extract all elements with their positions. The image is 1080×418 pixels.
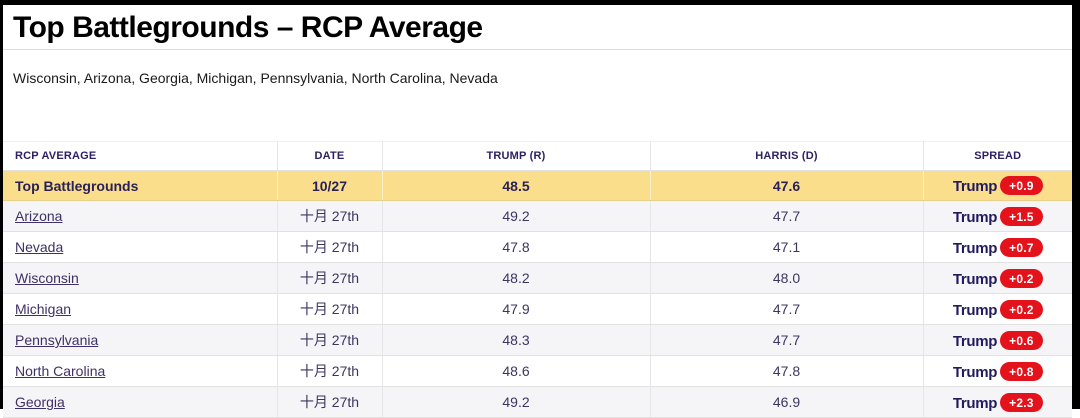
state-link[interactable]: Michigan xyxy=(15,301,72,317)
header-date: Date xyxy=(277,141,383,171)
spread-cell: Trump +0.2 xyxy=(923,262,1072,294)
date-cell: 十月 27th xyxy=(277,231,383,263)
spread-badge: +1.5 xyxy=(1000,206,1043,226)
harris-cell: 47.8 xyxy=(650,355,924,387)
spread-candidate: Trump xyxy=(952,332,998,350)
spread-candidate: Trump xyxy=(952,394,998,412)
spread-candidate: Trump xyxy=(952,178,998,195)
table-row: Pennsylvania 十月 27th 48.3 47.7 Trump +0.6 xyxy=(3,324,1072,356)
state-cell: Nevada xyxy=(3,231,278,263)
harris-cell: 46.9 xyxy=(650,386,924,418)
date-cell: 十月 27th xyxy=(277,262,383,294)
spread-cell: Trump +0.7 xyxy=(923,231,1072,263)
spread-candidate: Trump xyxy=(952,363,998,381)
spread-badge: +0.2 xyxy=(1000,268,1043,288)
state-cell: Arizona xyxy=(3,200,278,232)
date-cell: 十月 27th xyxy=(277,386,383,418)
spread-badge: +0.9 xyxy=(1000,176,1043,195)
harris-cell: 47.7 xyxy=(650,200,924,232)
harris-cell: 47.1 xyxy=(650,231,924,263)
spread-candidate: Trump xyxy=(952,270,998,288)
harris-cell: 47.7 xyxy=(650,324,924,356)
date-cell: 十月 27th xyxy=(277,293,383,325)
page-title: Top Battlegrounds – RCP Average xyxy=(13,11,483,44)
spread-cell: Trump +2.3 xyxy=(923,386,1072,418)
header-rcp-average: RCP Average xyxy=(3,141,278,171)
summary-harris-cell: 47.6 xyxy=(650,170,924,201)
harris-cell: 48.0 xyxy=(650,262,924,294)
state-cell: North Carolina xyxy=(3,355,278,387)
state-link[interactable]: Nevada xyxy=(15,239,64,255)
spread-candidate: Trump xyxy=(952,239,998,257)
trump-cell: 47.9 xyxy=(382,293,651,325)
spread-candidate: Trump xyxy=(952,208,998,226)
spread-badge: +0.7 xyxy=(1000,237,1043,257)
state-cell: Pennsylvania xyxy=(3,324,278,356)
state-cell: Wisconsin xyxy=(3,262,278,294)
rcp-average-table: RCP Average Date Trump (R) Harris (D) Sp… xyxy=(3,141,1072,418)
table-header: RCP Average Date Trump (R) Harris (D) Sp… xyxy=(3,141,1072,171)
summary-label-cell: Top Battlegrounds xyxy=(3,170,278,201)
table-body: Top Battlegrounds 10/27 48.5 47.6 Trump +… xyxy=(3,170,1072,418)
spread-candidate: Trump xyxy=(952,301,998,319)
state-cell: Georgia xyxy=(3,386,278,418)
summary-trump-cell: 48.5 xyxy=(382,170,651,201)
spread-badge: +0.8 xyxy=(1000,361,1043,381)
spread-cell: Trump +0.2 xyxy=(923,293,1072,325)
state-cell: Michigan xyxy=(3,293,278,325)
table-row: Georgia 十月 27th 49.2 46.9 Trump +2.3 xyxy=(3,386,1072,418)
header-spread: Spread xyxy=(923,141,1072,171)
table-row: Nevada 十月 27th 47.8 47.1 Trump +0.7 xyxy=(3,231,1072,263)
spread-badge: +0.2 xyxy=(1000,299,1043,319)
date-cell: 十月 27th xyxy=(277,200,383,232)
state-link[interactable]: Wisconsin xyxy=(15,270,79,286)
spread-badge: +0.6 xyxy=(1000,330,1043,350)
spread-cell: Trump +1.5 xyxy=(923,200,1072,232)
trump-cell: 48.2 xyxy=(382,262,651,294)
trump-cell: 49.2 xyxy=(382,200,651,232)
date-cell: 十月 27th xyxy=(277,324,383,356)
state-link[interactable]: Georgia xyxy=(15,394,65,410)
summary-row: Top Battlegrounds 10/27 48.5 47.6 Trump +… xyxy=(3,170,1072,201)
header-row: RCP Average Date Trump (R) Harris (D) Sp… xyxy=(3,141,1072,171)
summary-spread-cell: Trump +0.9 xyxy=(923,170,1072,201)
header-harris: Harris (D) xyxy=(650,141,924,171)
table-row: Arizona 十月 27th 49.2 47.7 Trump +1.5 xyxy=(3,200,1072,232)
spread-cell: Trump +0.6 xyxy=(923,324,1072,356)
header-trump: Trump (R) xyxy=(382,141,651,171)
trump-cell: 49.2 xyxy=(382,386,651,418)
state-link[interactable]: Arizona xyxy=(15,208,63,224)
spread-cell: Trump +0.8 xyxy=(923,355,1072,387)
state-link[interactable]: North Carolina xyxy=(15,363,106,379)
trump-cell: 48.6 xyxy=(382,355,651,387)
table-row: Michigan 十月 27th 47.9 47.7 Trump +0.2 xyxy=(3,293,1072,325)
trump-cell: 48.3 xyxy=(382,324,651,356)
page-subtitle: Wisconsin, Arizona, Georgia, Michigan, P… xyxy=(13,70,498,86)
date-cell: 十月 27th xyxy=(277,355,383,387)
title-divider xyxy=(3,49,1072,50)
summary-date-cell: 10/27 xyxy=(277,170,383,201)
spread-badge: +2.3 xyxy=(1000,392,1043,412)
trump-cell: 47.8 xyxy=(382,231,651,263)
harris-cell: 47.7 xyxy=(650,293,924,325)
state-link[interactable]: Pennsylvania xyxy=(15,332,99,348)
table-row: North Carolina 十月 27th 48.6 47.8 Trump +0… xyxy=(3,355,1072,387)
table-row: Wisconsin 十月 27th 48.2 48.0 Trump +0.2 xyxy=(3,262,1072,294)
